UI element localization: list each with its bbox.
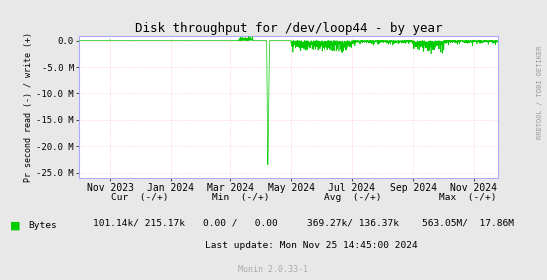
- Text: 0.00 /   0.00: 0.00 / 0.00: [203, 218, 278, 227]
- Text: Max  (-/+): Max (-/+): [439, 193, 497, 202]
- Text: Min  (-/+): Min (-/+): [212, 193, 270, 202]
- Text: Avg  (-/+): Avg (-/+): [324, 193, 382, 202]
- Title: Disk throughput for /dev/loop44 - by year: Disk throughput for /dev/loop44 - by yea…: [135, 22, 443, 35]
- Text: 369.27k/ 136.37k: 369.27k/ 136.37k: [307, 218, 399, 227]
- Text: ■: ■: [10, 220, 20, 230]
- Text: RRDTOOL / TOBI OETIKER: RRDTOOL / TOBI OETIKER: [537, 46, 543, 139]
- Y-axis label: Pr second read (-) / write (+): Pr second read (-) / write (+): [25, 32, 33, 182]
- Text: 563.05M/  17.86M: 563.05M/ 17.86M: [422, 218, 514, 227]
- Text: Last update: Mon Nov 25 14:45:00 2024: Last update: Mon Nov 25 14:45:00 2024: [206, 241, 418, 250]
- Text: Cur  (-/+): Cur (-/+): [110, 193, 168, 202]
- Text: Bytes: Bytes: [28, 221, 57, 230]
- Text: 101.14k/ 215.17k: 101.14k/ 215.17k: [94, 218, 185, 227]
- Text: Munin 2.0.33-1: Munin 2.0.33-1: [238, 265, 309, 274]
